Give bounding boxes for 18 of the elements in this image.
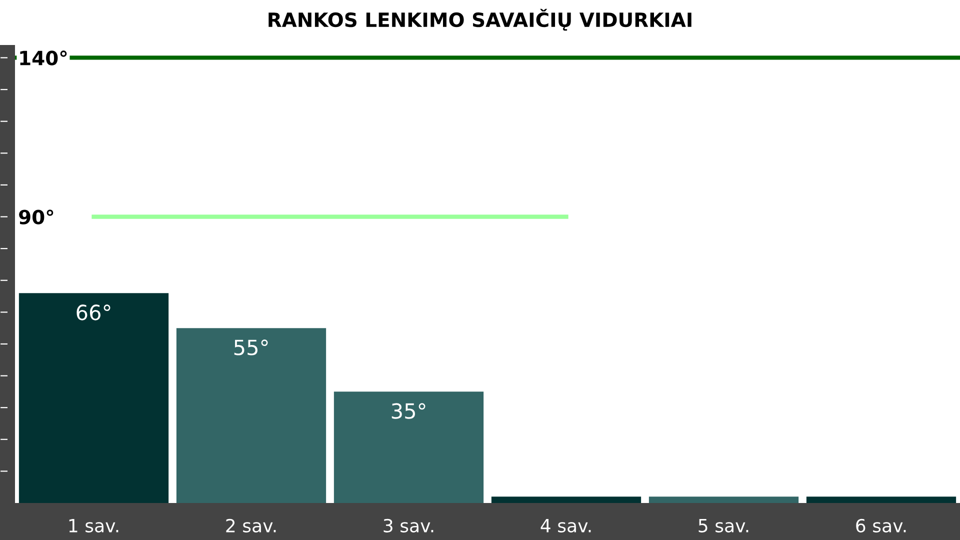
bar — [176, 328, 326, 503]
data-label: 66° — [76, 304, 110, 320]
x-tick-label: 2 sav. — [226, 518, 276, 532]
chart-title: RANKOS LENKIMO SAVAIČIŲ VIDURKIAI — [268, 8, 692, 31]
x-tick-label: 5 sav. — [698, 519, 748, 532]
x-tick-label: 4 sav. — [540, 519, 591, 532]
x-tick-label: 6 sav. — [856, 518, 906, 532]
bar — [491, 496, 642, 503]
data-label: 55° — [234, 340, 268, 356]
x-tick-label: 3 sav. — [384, 518, 434, 532]
bar — [18, 293, 169, 503]
bar — [334, 392, 484, 503]
y-tick-label: 140° — [20, 50, 67, 66]
data-label: 35° — [392, 403, 426, 419]
y-tick-label: 90° — [19, 210, 54, 224]
bar — [648, 496, 799, 503]
x-tick-label: 1 sav. — [69, 519, 118, 532]
bar — [806, 496, 956, 503]
